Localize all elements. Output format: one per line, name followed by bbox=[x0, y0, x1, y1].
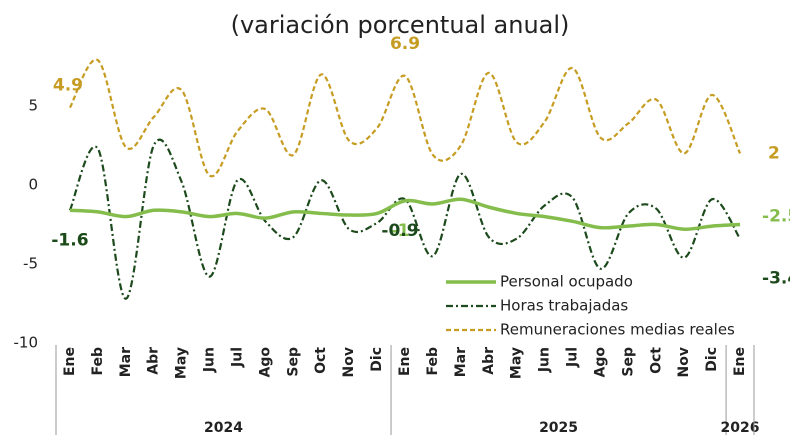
group-label: 2024 bbox=[204, 420, 243, 435]
x-tick-label: Sep bbox=[620, 347, 636, 377]
y-tick-label: -10 bbox=[14, 334, 39, 352]
x-tick-label: Abr bbox=[481, 347, 497, 375]
y-tick-label: 0 bbox=[28, 176, 38, 194]
x-tick-label: Jun bbox=[202, 347, 218, 373]
data-label: -1.6 bbox=[51, 230, 88, 250]
data-label: -3.4 bbox=[762, 269, 790, 289]
x-tick-label: Ago bbox=[257, 347, 273, 378]
x-tick-label: Nov bbox=[341, 347, 357, 377]
data-label: -1 bbox=[391, 221, 410, 241]
legend-label: Horas trabajadas bbox=[500, 297, 628, 315]
legend-label: Remuneraciones medias reales bbox=[500, 321, 735, 339]
x-tick-label: Feb bbox=[90, 347, 106, 376]
series-line bbox=[68, 58, 742, 178]
x-tick-label: Feb bbox=[425, 347, 441, 376]
x-tick-label: Ago bbox=[592, 347, 608, 378]
x-tick-label: Dic bbox=[369, 347, 385, 372]
x-tick-label: May bbox=[174, 347, 190, 379]
data-label: 4.9 bbox=[53, 76, 83, 96]
chart-title: (variación porcentual anual) bbox=[231, 11, 570, 39]
data-label: -2.5 bbox=[762, 207, 790, 227]
group-label: 2025 bbox=[539, 420, 578, 435]
x-tick-label: Oct bbox=[648, 347, 664, 374]
data-label: -0.9 bbox=[381, 221, 418, 241]
x-tick-label: Mar bbox=[453, 347, 469, 377]
y-tick-label: 5 bbox=[28, 97, 38, 115]
x-tick-label: May bbox=[509, 347, 525, 379]
x-tick-label: Jun bbox=[537, 347, 553, 373]
x-tick-label: Ene bbox=[397, 347, 413, 376]
data-label: 2 bbox=[768, 143, 780, 163]
y-tick-label: -5 bbox=[23, 255, 38, 273]
group-label: 2026 bbox=[721, 420, 760, 435]
x-tick-label: Nov bbox=[676, 347, 692, 377]
x-tick-label: Abr bbox=[146, 347, 162, 375]
x-tick-label: Ene bbox=[62, 347, 78, 376]
x-tick-label: Jul bbox=[565, 347, 581, 368]
series-line bbox=[68, 138, 741, 300]
x-tick-label: Ene bbox=[732, 347, 748, 376]
x-tick-label: Mar bbox=[118, 347, 134, 377]
x-tick-label: Jul bbox=[229, 347, 245, 368]
x-tick-label: Dic bbox=[704, 347, 720, 372]
x-tick-label: Sep bbox=[285, 347, 301, 377]
series-line bbox=[69, 197, 741, 231]
data-label: -1.6 bbox=[51, 230, 88, 250]
data-label: 6.9 bbox=[390, 34, 420, 54]
legend-label: Personal ocupado bbox=[500, 273, 633, 291]
x-tick-label: Oct bbox=[313, 347, 329, 374]
